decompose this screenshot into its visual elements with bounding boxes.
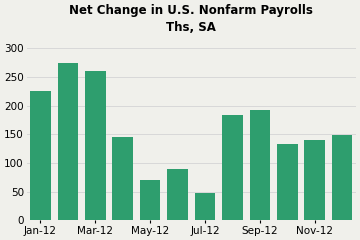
Title: Net Change in U.S. Nonfarm Payrolls
Ths, SA: Net Change in U.S. Nonfarm Payrolls Ths,… xyxy=(69,4,313,34)
Bar xyxy=(222,115,243,220)
Bar xyxy=(58,63,78,220)
Bar xyxy=(195,193,215,220)
Bar xyxy=(277,144,298,220)
Bar xyxy=(85,71,105,220)
Bar xyxy=(112,137,133,220)
Bar xyxy=(140,180,161,220)
Bar xyxy=(249,110,270,220)
Bar xyxy=(332,135,352,220)
Bar xyxy=(30,91,51,220)
Bar xyxy=(167,169,188,220)
Bar xyxy=(305,140,325,220)
